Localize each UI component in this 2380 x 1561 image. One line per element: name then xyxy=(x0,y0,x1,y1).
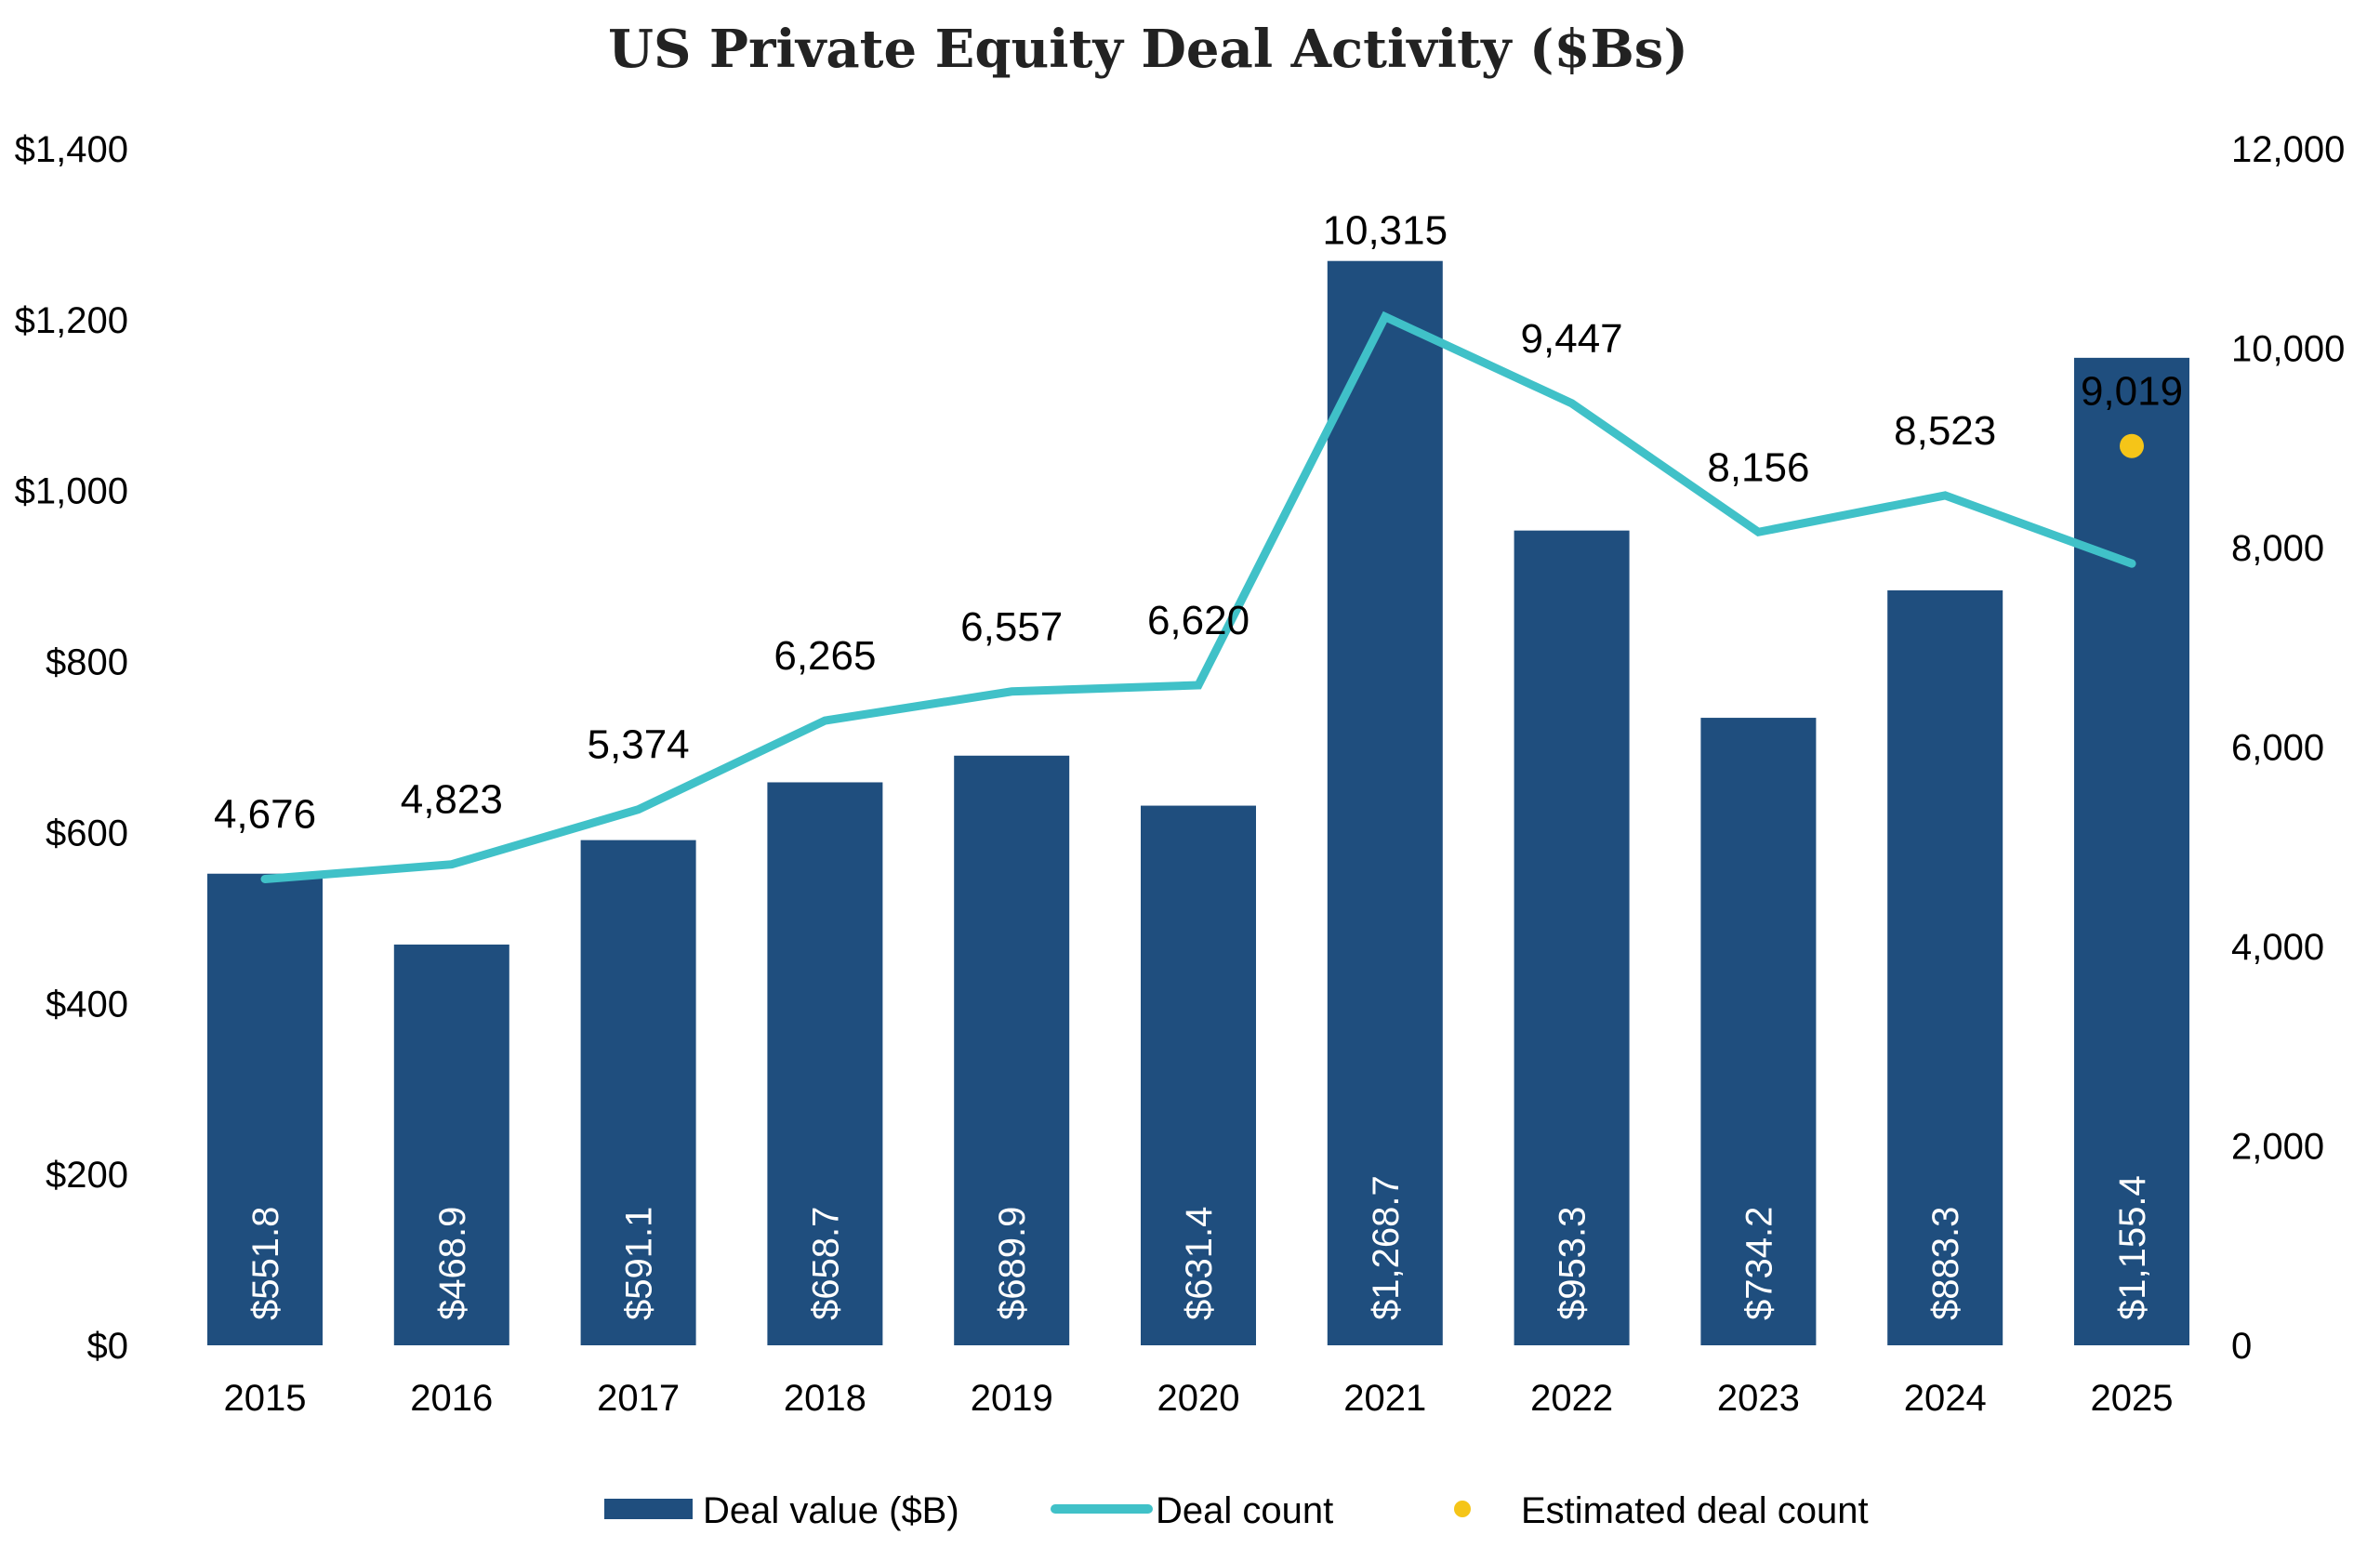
bar-value-label: $591.1 xyxy=(619,1207,660,1320)
deal-count-label: 4,823 xyxy=(401,777,503,823)
bar-value-label: $658.7 xyxy=(805,1207,846,1320)
x-axis-tick-label: 2021 xyxy=(1343,1378,1426,1419)
left-axis-tick-label: $800 xyxy=(46,642,128,683)
line-series xyxy=(260,311,2136,883)
deal-count-label: 4,676 xyxy=(214,791,316,837)
bar-value-label: $734.2 xyxy=(1739,1207,1779,1320)
bar xyxy=(954,755,1070,1345)
x-axis-tick-label: 2025 xyxy=(2091,1378,2174,1419)
x-axis-tick-label: 2023 xyxy=(1717,1378,1800,1419)
x-axis-tick-label: 2022 xyxy=(1530,1378,1613,1419)
deal-count-label: 5,374 xyxy=(588,722,690,768)
deal-count-label: 6,265 xyxy=(774,633,876,679)
legend: Deal value ($B) Deal count Estimated dea… xyxy=(604,1490,1869,1531)
left-axis: $0 $200 $400 $600 $800 $1,000 $1,200 $1,400 xyxy=(15,129,128,1367)
bar xyxy=(1327,260,1443,1346)
legend-swatch-estimated xyxy=(1454,1501,1471,1517)
x-axis-tick-label: 2019 xyxy=(971,1378,1053,1419)
bar xyxy=(1514,530,1630,1345)
x-axis-tick-label: 2016 xyxy=(410,1378,493,1419)
legend-swatch-deal-value xyxy=(604,1499,693,1519)
left-axis-tick-label: $400 xyxy=(46,984,128,1025)
bar-value-label: $953.3 xyxy=(1553,1207,1593,1320)
left-axis-tick-label: $1,200 xyxy=(15,300,128,341)
deal-count-label: 6,620 xyxy=(1147,598,1250,643)
right-axis-tick-label: 4,000 xyxy=(2231,927,2324,968)
left-axis-tick-label: $600 xyxy=(46,813,128,853)
x-axis-tick-label: 2018 xyxy=(784,1378,866,1419)
bar-value-label: $1,155.4 xyxy=(2112,1175,2153,1320)
left-axis-tick-label: $0 xyxy=(87,1326,129,1367)
legend-label-deal-value: Deal value ($B) xyxy=(703,1490,959,1531)
left-axis-tick-label: $200 xyxy=(46,1155,128,1196)
right-axis-tick-label: 12,000 xyxy=(2231,129,2345,170)
right-axis-tick-label: 0 xyxy=(2231,1326,2252,1367)
estimate-series: 9,019 xyxy=(2081,369,2183,458)
bar xyxy=(2074,357,2189,1345)
bar xyxy=(393,944,509,1345)
bar xyxy=(580,840,696,1345)
bar-value-labels: $551.8 $468.9 $591.1 $658.7 $689.9 $631.4 $1,2… xyxy=(245,1175,2153,1320)
deal-count-label: 10,315 xyxy=(1323,208,1448,254)
bar-value-label: $551.8 xyxy=(245,1207,286,1320)
right-axis: 0 2,000 4,000 6,000 8,000 10,000 12,000 xyxy=(2231,129,2345,1367)
bar xyxy=(767,782,883,1345)
bar-value-label: $689.9 xyxy=(992,1207,1033,1320)
bar xyxy=(207,873,323,1345)
bar xyxy=(1887,589,2003,1345)
bar xyxy=(1141,805,1256,1345)
left-axis-tick-label: $1,000 xyxy=(15,471,128,512)
bar-value-label: $631.4 xyxy=(1179,1207,1220,1320)
right-axis-tick-label: 8,000 xyxy=(2231,528,2324,569)
bar-series xyxy=(207,260,2189,1346)
estimated-deal-count-label: 9,019 xyxy=(2081,369,2183,415)
right-axis-tick-label: 2,000 xyxy=(2231,1127,2324,1168)
bar xyxy=(1700,718,1817,1345)
right-axis-tick-label: 6,000 xyxy=(2231,728,2324,769)
x-axis-tick-label: 2015 xyxy=(224,1378,307,1419)
legend-label-estimated: Estimated deal count xyxy=(1521,1490,1869,1531)
deal-count-labels: 4,676 4,823 5,374 6,265 6,557 6,620 10,315 9,44… xyxy=(214,208,1996,838)
estimated-deal-count-point xyxy=(2120,433,2144,458)
deal-count-label: 8,523 xyxy=(1894,408,1996,454)
x-axis-tick-label: 2024 xyxy=(1904,1378,1987,1419)
left-axis-tick-label: $1,400 xyxy=(15,129,128,170)
legend-label-deal-count: Deal count xyxy=(1156,1490,1333,1531)
x-axis-tick-label: 2020 xyxy=(1157,1378,1240,1419)
deal-count-label: 6,557 xyxy=(960,604,1063,650)
bar-value-label: $1,268.7 xyxy=(1366,1175,1407,1320)
bar-value-label: $883.3 xyxy=(1925,1207,1966,1320)
bar-value-label: $468.9 xyxy=(432,1207,473,1320)
right-axis-tick-label: 10,000 xyxy=(2231,329,2345,370)
chart-title: US Private Equity Deal Activity ($Bs) xyxy=(608,19,1688,80)
deal-count-label: 8,156 xyxy=(1707,444,1809,490)
x-axis-tick-label: 2017 xyxy=(597,1378,680,1419)
deal-count-label: 9,447 xyxy=(1521,316,1623,362)
x-axis: 2015 2016 2017 2018 2019 2020 2021 2022 2023 2024… xyxy=(224,1378,2174,1419)
